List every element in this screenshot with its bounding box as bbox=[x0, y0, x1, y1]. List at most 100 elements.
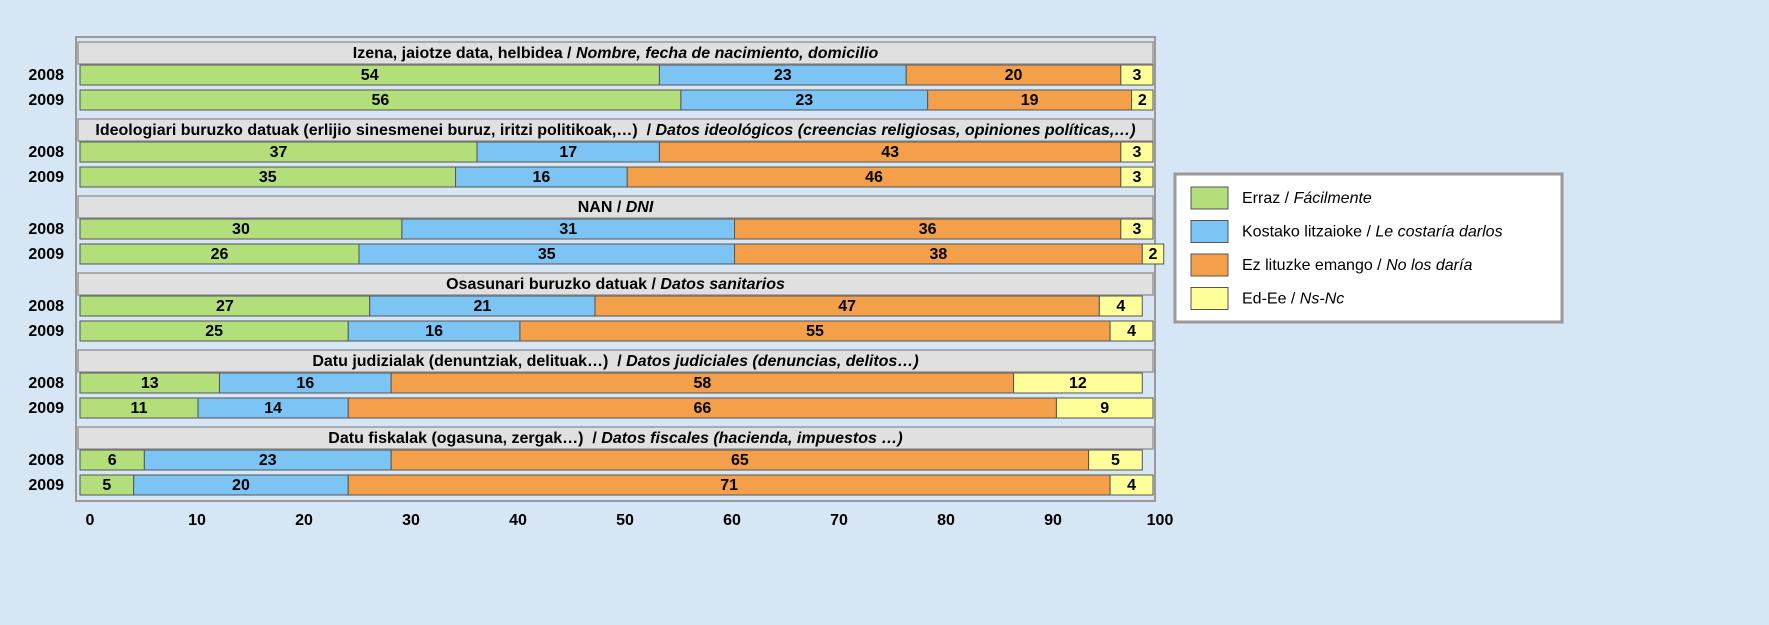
x-tick-label: 40 bbox=[509, 512, 527, 529]
data-label: 11 bbox=[131, 400, 148, 417]
data-label: 35 bbox=[259, 169, 277, 186]
group-header bbox=[77, 426, 1154, 450]
bar-segment bbox=[1120, 64, 1154, 86]
data-label: 13 bbox=[141, 375, 159, 392]
legend-swatch bbox=[1190, 253, 1229, 277]
x-tick-label: 20 bbox=[295, 512, 313, 529]
data-label: 47 bbox=[838, 298, 856, 315]
legend-swatch bbox=[1190, 186, 1229, 210]
data-label: 16 bbox=[532, 169, 550, 186]
legend-label: Ed-Ee / Ns-Nc bbox=[1242, 291, 1344, 308]
data-label: 56 bbox=[372, 92, 390, 109]
y-tick-label: 2009 bbox=[28, 400, 64, 417]
data-label: 12 bbox=[1069, 375, 1087, 392]
data-label: 55 bbox=[806, 323, 824, 340]
data-label: 26 bbox=[211, 246, 229, 263]
data-label: 20 bbox=[232, 477, 250, 494]
group-title: Ideologiari buruzko datuak (erlijio sine… bbox=[95, 122, 1135, 139]
data-label: 54 bbox=[361, 67, 379, 84]
bar-segment bbox=[1055, 397, 1154, 419]
group-header bbox=[77, 272, 1154, 296]
data-label: 71 bbox=[720, 477, 738, 494]
group-title: Datu fiskalak (ogasuna, zergak…) / Datos… bbox=[328, 430, 902, 447]
y-tick-label: 2008 bbox=[28, 67, 64, 84]
bar-segment bbox=[1120, 218, 1154, 240]
bar-segment bbox=[1141, 243, 1165, 265]
data-label: 2 bbox=[1138, 92, 1147, 109]
bar-segment bbox=[1013, 372, 1143, 394]
legend-label: Kostako litzaioke / Le costaría darlos bbox=[1242, 224, 1503, 241]
y-tick-label: 2009 bbox=[28, 169, 64, 186]
data-label: 5 bbox=[102, 477, 111, 494]
y-tick-label: 2008 bbox=[28, 144, 64, 161]
data-label: 36 bbox=[919, 221, 937, 238]
y-tick-label: 2008 bbox=[28, 375, 64, 392]
y-tick-label: 2009 bbox=[28, 246, 64, 263]
legend-label: Ez lituzke emango / No los daría bbox=[1242, 257, 1472, 274]
data-label: 14 bbox=[264, 400, 282, 417]
y-tick-label: 2008 bbox=[28, 221, 64, 238]
data-label: 30 bbox=[232, 221, 250, 238]
bar-segment bbox=[1109, 474, 1154, 496]
data-label: 16 bbox=[296, 375, 314, 392]
bar-segment bbox=[1120, 141, 1154, 163]
y-tick-label: 2008 bbox=[28, 452, 64, 469]
data-label: 4 bbox=[1127, 323, 1136, 340]
data-label: 21 bbox=[473, 298, 491, 315]
y-tick-label: 2009 bbox=[28, 477, 64, 494]
data-label: 65 bbox=[731, 452, 749, 469]
data-label: 3 bbox=[1132, 169, 1141, 186]
data-label: 35 bbox=[538, 246, 556, 263]
y-tick-label: 2009 bbox=[28, 323, 64, 340]
data-label: 37 bbox=[270, 144, 288, 161]
data-label: 17 bbox=[559, 144, 577, 161]
x-tick-label: 100 bbox=[1147, 512, 1174, 529]
data-label: 3 bbox=[1132, 221, 1141, 238]
group-title: Osasunari buruzko datuak / Datos sanitar… bbox=[446, 276, 785, 293]
data-label: 23 bbox=[259, 452, 277, 469]
data-label: 6 bbox=[108, 452, 117, 469]
x-tick-label: 90 bbox=[1044, 512, 1062, 529]
data-label: 3 bbox=[1132, 67, 1141, 84]
group-header bbox=[77, 349, 1154, 373]
data-label: 23 bbox=[774, 67, 792, 84]
data-label: 46 bbox=[865, 169, 883, 186]
x-tick-label: 80 bbox=[937, 512, 955, 529]
legend-swatch bbox=[1190, 220, 1229, 243]
data-label: 43 bbox=[881, 144, 899, 161]
bar-segment bbox=[1098, 295, 1143, 317]
legend bbox=[1173, 172, 1564, 324]
data-label: 9 bbox=[1100, 400, 1109, 417]
data-label: 23 bbox=[795, 92, 813, 109]
plot-frame bbox=[75, 36, 1156, 502]
data-label: 58 bbox=[693, 375, 711, 392]
bar-segment bbox=[1131, 89, 1154, 111]
data-label: 2 bbox=[1149, 246, 1158, 263]
bar-segment bbox=[1109, 320, 1154, 342]
bar-segment bbox=[1120, 166, 1154, 188]
data-label: 66 bbox=[693, 400, 711, 417]
x-tick-label: 30 bbox=[402, 512, 420, 529]
data-label: 4 bbox=[1116, 298, 1125, 315]
data-label: 31 bbox=[559, 221, 577, 238]
x-tick-label: 50 bbox=[616, 512, 634, 529]
group-header bbox=[77, 195, 1154, 219]
x-tick-label: 70 bbox=[830, 512, 848, 529]
data-label: 19 bbox=[1021, 92, 1039, 109]
x-tick-label: 60 bbox=[723, 512, 741, 529]
data-label: 20 bbox=[1005, 67, 1023, 84]
y-tick-label: 2008 bbox=[28, 298, 64, 315]
data-label: 25 bbox=[205, 323, 223, 340]
data-label: 4 bbox=[1127, 477, 1136, 494]
data-label: 3 bbox=[1132, 144, 1141, 161]
y-tick-label: 2009 bbox=[28, 92, 64, 109]
data-label: 27 bbox=[216, 298, 234, 315]
x-tick-label: 10 bbox=[188, 512, 206, 529]
data-label: 16 bbox=[425, 323, 443, 340]
data-label: 38 bbox=[930, 246, 948, 263]
group-header bbox=[77, 118, 1154, 142]
group-header bbox=[77, 41, 1154, 65]
x-tick-label: 0 bbox=[86, 512, 95, 529]
data-label: 5 bbox=[1111, 452, 1120, 469]
